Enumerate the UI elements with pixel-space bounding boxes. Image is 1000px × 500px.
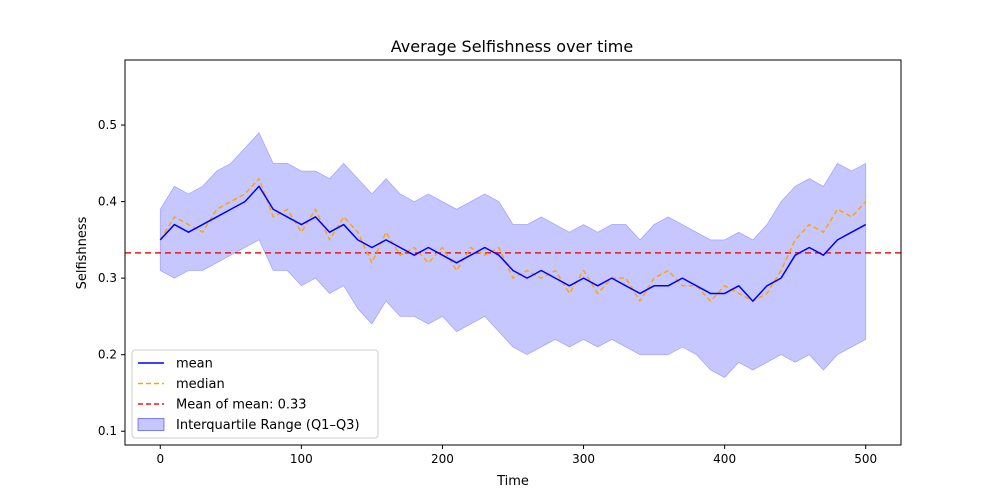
chart-title: Average Selfishness over time — [391, 37, 633, 56]
x-axis-ticks: 0 100 200 300 400 500 — [156, 445, 877, 466]
x-axis-label: Time — [496, 474, 529, 489]
legend-label: mean — [176, 357, 213, 372]
y-tick-label: 0.2 — [98, 348, 117, 362]
iqr-band-layer — [159, 131, 867, 379]
y-axis-ticks: 0.1 0.2 0.3 0.4 0.5 — [98, 118, 125, 438]
legend-label: median — [176, 377, 225, 392]
legend-item: Interquartile Range (Q1–Q3) — [137, 418, 360, 433]
y-tick-label: 0.1 — [98, 424, 117, 438]
legend-label: Interquartile Range (Q1–Q3) — [176, 418, 360, 433]
legend-item: mean — [138, 357, 213, 372]
legend-label: Mean of mean: 0.33 — [176, 398, 307, 413]
y-tick-label: 0.4 — [98, 195, 117, 209]
x-tick-label: 500 — [854, 452, 877, 466]
x-tick-label: 200 — [431, 452, 454, 466]
x-tick-label: 400 — [713, 452, 736, 466]
axes-frame — [124, 59, 902, 446]
y-axis-label: Selfishness — [75, 216, 90, 289]
plot-area — [125, 131, 901, 379]
legend-item: Mean of mean: 0.33 — [138, 398, 307, 413]
median-series-line — [159, 177, 867, 302]
y-tick-label: 0.5 — [98, 118, 117, 132]
y-tick-label: 0.3 — [98, 271, 117, 285]
legend-item: median — [138, 377, 225, 392]
x-tick-label: 300 — [572, 452, 595, 466]
legend: mean median Mean of mean: 0.33 Interquartil… — [131, 349, 379, 439]
iqr-band — [159, 131, 867, 379]
legend-box — [131, 349, 379, 439]
series-layer — [159, 177, 867, 302]
legend-swatch — [137, 418, 165, 431]
legend-items: mean median Mean of mean: 0.33 Interquartil… — [137, 357, 360, 433]
x-tick-label: 100 — [290, 452, 313, 466]
x-tick-label: 0 — [156, 452, 164, 466]
mean-series-line — [159, 185, 867, 302]
